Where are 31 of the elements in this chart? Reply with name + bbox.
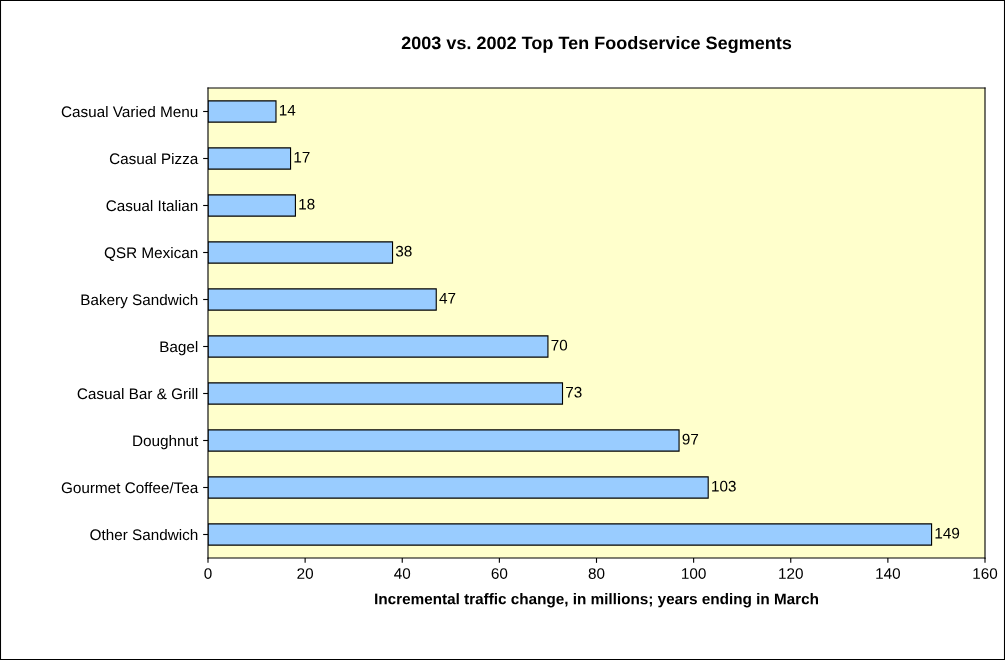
y-tick-label: Gourmet Coffee/Tea [61, 481, 199, 494]
data-label: 47 [439, 292, 456, 304]
data-label: 14 [279, 104, 296, 116]
y-tick-label: Bagel [160, 340, 198, 356]
x-axis-title: Incremental traffic change, in millions; years ending in March [375, 593, 818, 608]
x-tick-label: 40 [394, 568, 411, 579]
y-tick-label: Doughnut [133, 434, 199, 450]
y-tick-label: Casual Bar & Grill [77, 387, 198, 400]
data-label: 103 [712, 480, 736, 492]
chart-title: 2003 vs. 2002 Top Ten Foodservice Segments [401, 36, 792, 53]
x-tick-label: 120 [779, 568, 803, 579]
x-tick-label: 100 [682, 568, 706, 579]
data-label: 18 [299, 198, 315, 210]
y-tick-label: Casual Pizza [109, 152, 199, 165]
x-tick-label: 80 [588, 568, 605, 579]
y-tick-label: Casual Varied Menu [61, 105, 198, 118]
data-label: 73 [566, 386, 582, 398]
x-tick-label: 140 [876, 568, 901, 579]
x-tick-label: 20 [297, 568, 314, 579]
x-tick-label: 0 [204, 568, 212, 579]
data-label: 149 [935, 527, 960, 539]
y-tick-label: QSR Mexican [104, 246, 198, 261]
y-tick-label: Casual Italian [106, 199, 198, 212]
data-label: 70 [551, 339, 568, 351]
data-label: 97 [682, 433, 699, 445]
x-tick-label: 60 [491, 568, 508, 579]
y-tick-label: Bakery Sandwich [81, 293, 198, 309]
x-tick-label: 160 [973, 568, 998, 579]
data-label: 38 [395, 245, 412, 257]
data-label: 17 [294, 151, 310, 163]
y-tick-label: Other Sandwich [90, 528, 198, 541]
